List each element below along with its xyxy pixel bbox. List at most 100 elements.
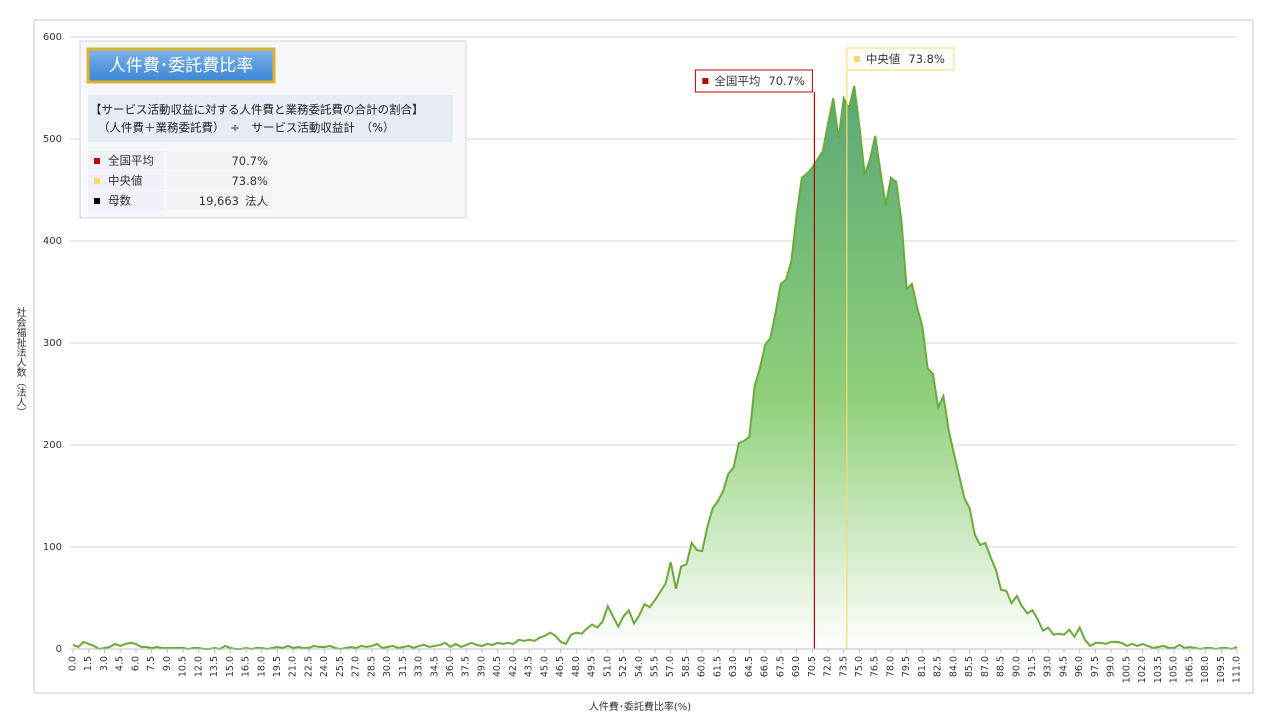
- x-tick-label: 16.5: [241, 656, 252, 677]
- x-tick-label: 90.0: [1011, 656, 1022, 677]
- x-tick-label: 46.5: [555, 656, 566, 677]
- y-tick-label: 300: [43, 338, 62, 349]
- x-tick-label: 27.0: [351, 656, 362, 677]
- info-row-label: 母数: [108, 194, 131, 208]
- x-tick-label: 28.5: [366, 656, 377, 677]
- x-tick-label: 61.5: [712, 656, 723, 677]
- info-row-bg: [166, 151, 272, 170]
- x-tick-label: 94.5: [1058, 656, 1069, 677]
- x-tick-label: 15.0: [225, 656, 236, 677]
- info-box: 人件費･委託費比率 【サービス活動収益に対する人件費と業務委託費の合計の割合】 …: [79, 40, 467, 219]
- x-tick-label: 37.5: [461, 656, 472, 677]
- x-tick-label: 75.0: [854, 656, 865, 677]
- x-tick-label: 42.0: [508, 656, 519, 677]
- x-tick-label: 99.0: [1106, 656, 1117, 677]
- x-tick-label: 3.0: [99, 656, 110, 671]
- x-tick-label: 111.0: [1232, 656, 1243, 683]
- area-fill: [73, 85, 1237, 649]
- x-tick-label: 76.5: [870, 656, 881, 677]
- x-tick-label: 100.5: [1121, 656, 1132, 683]
- x-tick-label: 73.5: [838, 656, 849, 677]
- reference-name: 中央値: [866, 52, 901, 66]
- x-tick-label: 72.0: [823, 656, 834, 677]
- reference-swatch: [702, 78, 709, 84]
- reference-name: 全国平均: [714, 74, 760, 88]
- reference-swatch: [853, 56, 860, 62]
- reference-label-box: [846, 47, 955, 71]
- info-row-bg: [166, 171, 272, 190]
- x-tick-label: 54.0: [634, 656, 645, 677]
- x-tick-label: 63.0: [728, 656, 739, 677]
- x-tick-label: 67.5: [775, 656, 786, 677]
- info-title-badge: [86, 47, 276, 84]
- x-tick-label: 43.5: [524, 656, 535, 677]
- x-tick-label: 52.5: [618, 656, 629, 677]
- info-swatch: [94, 158, 100, 164]
- x-tick-label: 87.0: [980, 656, 991, 677]
- x-tick-label: 7.5: [146, 656, 157, 671]
- info-swatch: [94, 178, 100, 184]
- y-tick-label: 400: [43, 236, 62, 247]
- x-tick-label: 82.5: [933, 656, 944, 677]
- y-tick-label: 100: [43, 542, 62, 553]
- info-row-value-part: 19,663: [199, 194, 239, 208]
- info-row-bg: [88, 191, 164, 210]
- info-row-value-part: 73.8%: [231, 174, 268, 188]
- x-tick-label: 57.0: [665, 656, 676, 677]
- x-tick-label: 66.0: [760, 656, 771, 677]
- x-tick-label: 105.0: [1169, 656, 1180, 683]
- x-tick-label: 18.0: [256, 656, 267, 677]
- x-tick-label: 6.0: [130, 656, 141, 671]
- x-tick-label: 106.5: [1184, 656, 1195, 683]
- info-description-box: [88, 95, 453, 142]
- x-tick-label: 60.0: [697, 656, 708, 677]
- x-tick-label: 1.5: [83, 656, 94, 671]
- y-tick-label: 600: [43, 32, 62, 43]
- y-tick-label: 200: [43, 440, 62, 451]
- info-row-value-part: 70.7%: [231, 154, 268, 168]
- info-row-value: 19,663 法人: [199, 194, 269, 208]
- x-tick-label: 10.5: [178, 656, 189, 677]
- x-tick-label: 24.0: [319, 656, 330, 677]
- x-tick-label: 30.0: [382, 656, 393, 677]
- x-tick-label: 108.0: [1200, 656, 1211, 683]
- info-row-label: 中央値: [108, 174, 143, 188]
- info-row-bg: [88, 151, 164, 170]
- x-tick-label: 4.5: [115, 656, 126, 671]
- x-tick-label: 102.0: [1137, 656, 1148, 683]
- x-tick-label: 69.0: [791, 656, 802, 677]
- reference-value: 73.8%: [908, 52, 945, 66]
- x-tick-label: 103.5: [1153, 656, 1164, 683]
- y-tick-label: 500: [43, 134, 62, 145]
- x-tick-label: 79.5: [901, 656, 912, 677]
- x-tick-label: 19.5: [272, 656, 283, 677]
- x-tick-label: 22.5: [303, 656, 314, 677]
- x-tick-label: 39.0: [476, 656, 487, 677]
- x-tick-label: 36.0: [445, 656, 456, 677]
- x-tick-label: 48.0: [571, 656, 582, 677]
- info-description: （人件費＋業務委託費） ÷ サービス活動収益計 （%）: [98, 121, 395, 135]
- x-tick-label: 96.0: [1074, 656, 1085, 677]
- x-tick-label: 64.5: [744, 656, 755, 677]
- info-row-label: 全国平均: [108, 154, 154, 168]
- x-axis-title: 人件費･委託費比率(%): [589, 700, 691, 713]
- info-row-value: 70.7%: [231, 154, 268, 168]
- x-tick-label: 31.5: [398, 656, 409, 677]
- x-tick-label: 40.5: [492, 656, 503, 677]
- info-row-bg: [88, 171, 164, 190]
- x-tick-label: 12.0: [193, 656, 204, 677]
- info-description: 【サービス活動収益に対する人件費と業務委託費の合計の割合】: [90, 103, 424, 117]
- x-tick-label: 81.0: [917, 656, 928, 677]
- y-axis-title: 社会福祉法人数（法人）: [14, 306, 26, 417]
- x-tick-label: 9.0: [162, 656, 173, 671]
- info-row-bg: [166, 191, 272, 210]
- reference-label: 全国平均 70.7%: [714, 74, 805, 88]
- x-tick-label: 33.0: [414, 656, 425, 677]
- x-tick-label: 70.5: [807, 656, 818, 677]
- x-tick-label: 0.0: [68, 656, 79, 671]
- reference-label: 中央値 73.8%: [866, 52, 945, 66]
- x-tick-label: 55.5: [650, 656, 661, 677]
- x-tick-label: 13.5: [209, 656, 220, 677]
- x-tick-label: 88.5: [996, 656, 1007, 677]
